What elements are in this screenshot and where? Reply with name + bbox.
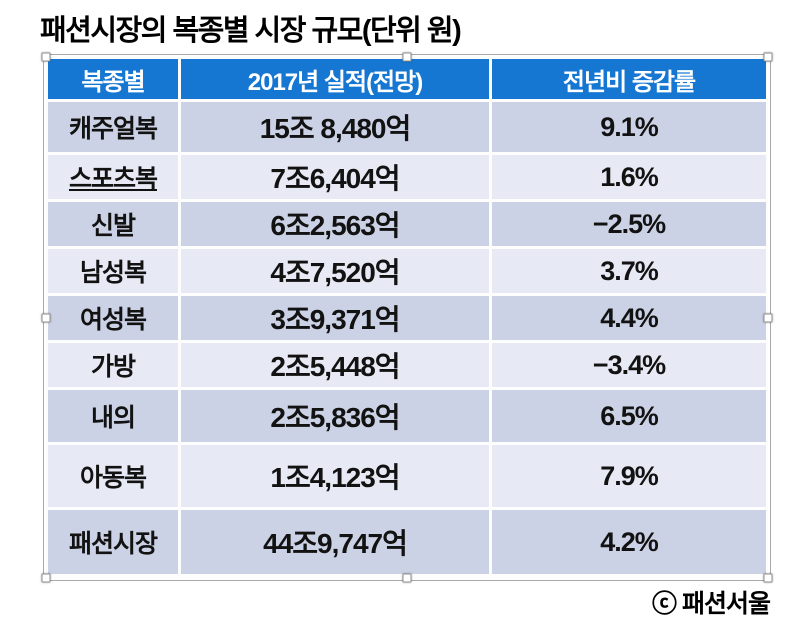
- selection-handle-top-middle[interactable]: [402, 52, 412, 62]
- selection-handle-bottom-left[interactable]: [41, 573, 51, 583]
- value-cell[interactable]: 44조9,747억: [181, 510, 489, 574]
- category-cell[interactable]: 캐주얼복: [48, 102, 178, 152]
- selection-handle-bottom-right[interactable]: [763, 573, 773, 583]
- value-cell[interactable]: 4조7,520억: [181, 249, 489, 293]
- change-cell[interactable]: 4.4%: [492, 296, 766, 340]
- page-title: 패션시장의 복종별 시장 규모(단위 원): [40, 15, 462, 47]
- value-cell[interactable]: 2조5,448억: [181, 343, 489, 387]
- source-credit: ⓒ 패션서울: [652, 590, 771, 618]
- category-cell[interactable]: 스포츠복: [48, 155, 178, 199]
- change-cell[interactable]: 3.7%: [492, 249, 766, 293]
- value-cell[interactable]: 15조 8,480억: [181, 102, 489, 152]
- category-cell[interactable]: 가방: [48, 343, 178, 387]
- change-cell[interactable]: 4.2%: [492, 510, 766, 574]
- selection-handle-middle-left[interactable]: [41, 313, 51, 322]
- selection-handle-bottom-middle[interactable]: [402, 573, 412, 583]
- change-cell[interactable]: 7.9%: [492, 445, 766, 507]
- value-cell[interactable]: 7조6,404억: [181, 155, 489, 199]
- change-cell[interactable]: 6.5%: [492, 390, 766, 442]
- change-cell[interactable]: 1.6%: [492, 155, 766, 199]
- selection-handle-top-right[interactable]: [763, 52, 773, 62]
- value-cell[interactable]: 2조5,836억: [181, 390, 489, 442]
- change-cell[interactable]: −3.4%: [492, 343, 766, 387]
- header-cell-yoy-change[interactable]: 전년비 증감률: [492, 59, 766, 99]
- header-cell-2017-result[interactable]: 2017년 실적(전망): [181, 59, 489, 99]
- selected-table-object[interactable]: 복종별 2017년 실적(전망) 전년비 증감률 캐주얼복 15조 8,480억 9…: [41, 52, 773, 583]
- category-cell[interactable]: 여성복: [48, 296, 178, 340]
- category-cell[interactable]: 남성복: [48, 249, 178, 293]
- header-cell-category[interactable]: 복종별: [48, 59, 178, 99]
- category-cell[interactable]: 신발: [48, 202, 178, 246]
- category-cell[interactable]: 내의: [48, 390, 178, 442]
- selection-handle-top-left[interactable]: [41, 52, 51, 62]
- value-cell[interactable]: 6조2,563억: [181, 202, 489, 246]
- table-grid: 복종별 2017년 실적(전망) 전년비 증감률 캐주얼복 15조 8,480억 9…: [46, 57, 768, 578]
- change-cell[interactable]: −2.5%: [492, 202, 766, 246]
- category-cell[interactable]: 아동복: [48, 445, 178, 507]
- change-cell[interactable]: 9.1%: [492, 102, 766, 152]
- selection-handle-middle-right[interactable]: [763, 313, 773, 322]
- value-cell[interactable]: 3조9,371억: [181, 296, 489, 340]
- value-cell[interactable]: 1조4,123억: [181, 445, 489, 507]
- category-cell[interactable]: 패션시장: [48, 510, 178, 574]
